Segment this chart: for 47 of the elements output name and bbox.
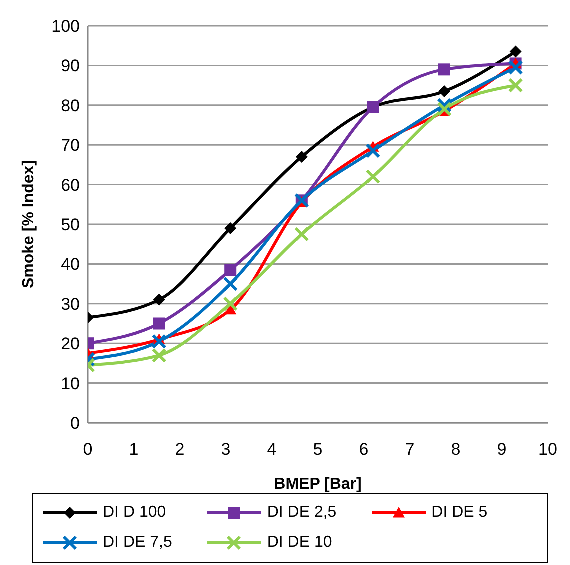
y-tick-label: 40 xyxy=(61,255,80,274)
legend-label: DI D 100 xyxy=(103,504,166,522)
y-tick-label: 70 xyxy=(61,136,80,156)
y-tick-label: 50 xyxy=(61,216,80,235)
point xyxy=(508,60,524,76)
y-tick-label: 100 xyxy=(52,17,80,36)
point xyxy=(438,64,450,76)
y-axis-title: Smoke [% Index] xyxy=(20,160,38,289)
x-tick-label: 5 xyxy=(313,440,323,460)
point xyxy=(223,296,238,312)
x-tick-label: 6 xyxy=(359,440,369,460)
y-tick-label: 80 xyxy=(61,96,80,116)
x-axis-title: BMEP [Bar] xyxy=(274,476,362,493)
y-tick-label: 0 xyxy=(70,414,80,434)
legend-label: DI DE 5 xyxy=(432,504,488,522)
x-tick-label: 2 xyxy=(175,440,185,460)
point xyxy=(224,222,237,234)
x-tick-label: 1 xyxy=(129,440,139,460)
point xyxy=(366,144,381,159)
point xyxy=(366,169,381,184)
x-tick-label: 0 xyxy=(83,440,93,460)
point xyxy=(223,276,238,292)
point xyxy=(152,334,167,350)
point xyxy=(224,264,237,276)
point xyxy=(294,226,310,242)
x-tick-label: 7 xyxy=(405,440,415,460)
y-tick-label: 20 xyxy=(61,334,80,354)
y-tick-label: 30 xyxy=(61,294,80,314)
point xyxy=(153,318,166,330)
x-tick-label: 10 xyxy=(538,440,558,460)
point xyxy=(153,294,166,306)
x-tick-label: 4 xyxy=(267,440,277,460)
y-tick-label: 60 xyxy=(61,176,80,195)
legend-label: DI DE 7,5 xyxy=(103,534,172,552)
x-tick-label: 9 xyxy=(497,440,507,460)
point xyxy=(438,86,450,98)
point xyxy=(510,46,522,58)
legend-label: DI DE 2,5 xyxy=(267,504,337,522)
x-tick-label: 3 xyxy=(221,440,231,460)
y-tick-label: 90 xyxy=(61,56,80,76)
point xyxy=(152,348,167,364)
point xyxy=(437,102,452,117)
point xyxy=(508,78,524,94)
y-tick-label: 10 xyxy=(61,374,80,394)
x-tick-label: 8 xyxy=(451,440,461,460)
point xyxy=(296,151,308,164)
legend-label: DI DE 10 xyxy=(267,534,332,552)
